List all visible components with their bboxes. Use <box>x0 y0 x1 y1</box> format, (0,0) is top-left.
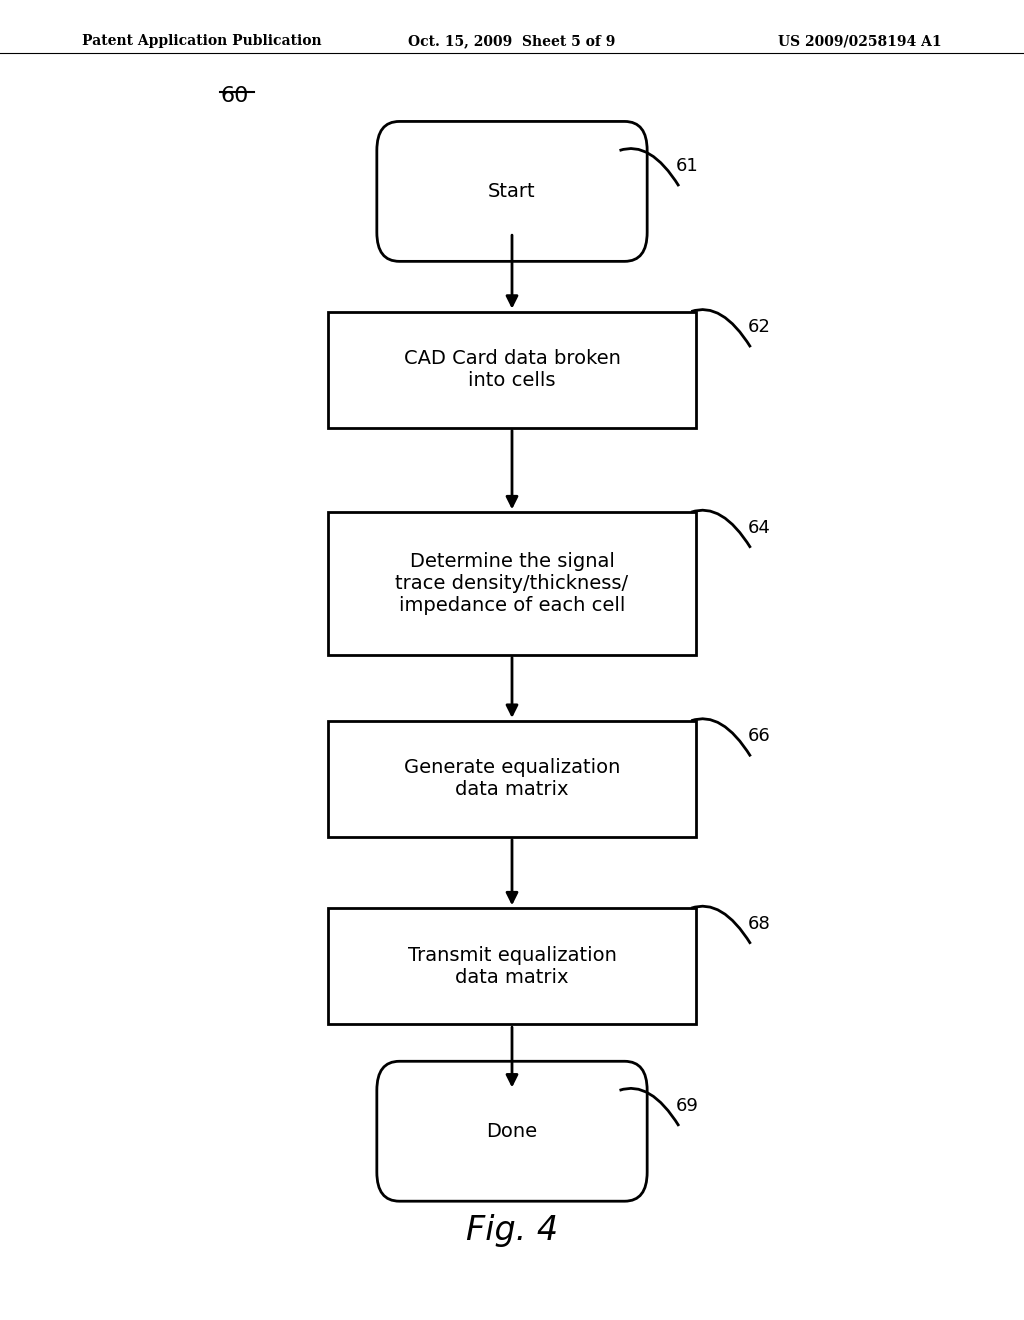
Text: Transmit equalization
data matrix: Transmit equalization data matrix <box>408 945 616 987</box>
Text: Start: Start <box>488 182 536 201</box>
Text: Patent Application Publication: Patent Application Publication <box>82 34 322 49</box>
Text: 68: 68 <box>748 915 770 933</box>
Text: 69: 69 <box>676 1097 698 1115</box>
FancyBboxPatch shape <box>377 1061 647 1201</box>
Text: 64: 64 <box>748 519 770 537</box>
Text: 66: 66 <box>748 727 770 746</box>
Bar <box>328 312 696 428</box>
Bar <box>328 908 696 1024</box>
FancyBboxPatch shape <box>377 121 647 261</box>
Text: Fig. 4: Fig. 4 <box>466 1214 558 1246</box>
Text: Determine the signal
trace density/thickness/
impedance of each cell: Determine the signal trace density/thick… <box>395 552 629 615</box>
Text: 60: 60 <box>220 86 249 106</box>
Text: US 2009/0258194 A1: US 2009/0258194 A1 <box>778 34 942 49</box>
Text: Generate equalization
data matrix: Generate equalization data matrix <box>403 758 621 800</box>
Text: 62: 62 <box>748 318 770 337</box>
Text: Done: Done <box>486 1122 538 1140</box>
Text: CAD Card data broken
into cells: CAD Card data broken into cells <box>403 348 621 391</box>
Bar <box>328 512 696 655</box>
Text: 61: 61 <box>676 157 698 176</box>
Bar <box>328 721 696 837</box>
Text: Oct. 15, 2009  Sheet 5 of 9: Oct. 15, 2009 Sheet 5 of 9 <box>409 34 615 49</box>
